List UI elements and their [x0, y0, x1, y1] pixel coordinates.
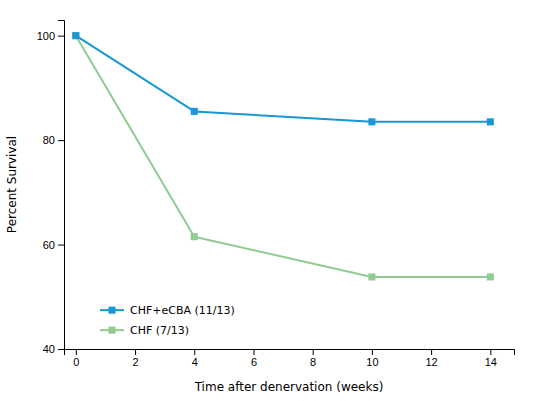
tick-label: 12 [425, 356, 437, 368]
marks [72, 32, 494, 280]
tick: 40 [43, 343, 64, 355]
tick: 10 [366, 349, 378, 368]
tick-label: 10 [366, 356, 378, 368]
point [487, 118, 494, 125]
series-line [76, 36, 490, 277]
tick-label: 40 [43, 343, 55, 355]
point [191, 233, 198, 240]
legend-marker [108, 307, 115, 314]
tick-label: 0 [73, 356, 79, 368]
tick-label: 2 [132, 356, 138, 368]
tick: 4 [192, 349, 198, 368]
tick: 12 [425, 349, 437, 368]
point [487, 273, 494, 280]
tick: 14 [485, 349, 497, 368]
tick-label: 6 [251, 356, 257, 368]
x-axis: 0 2 4 6 8 10 12 14 [65, 349, 515, 368]
plot-area: 0 2 4 6 8 10 12 14 40 60 80 100 CHF+eCBA (11/13) CHF … [37, 21, 515, 368]
tick-mark [58, 36, 64, 37]
legend-label: CHF+eCBA (11/13) [130, 304, 235, 317]
tick-label: 80 [43, 134, 55, 146]
point [368, 273, 375, 280]
tick-label: 14 [485, 356, 497, 368]
tick-label: 4 [192, 356, 198, 368]
tick: 0 [73, 349, 79, 368]
tick-mark [253, 349, 254, 355]
tick-mark [76, 349, 77, 355]
legend-item: CHF+eCBA (11/13) [100, 304, 235, 317]
tick-mark [58, 349, 64, 350]
legend-item: CHF (7/13) [100, 324, 189, 337]
tick: 80 [43, 134, 64, 146]
series [72, 32, 494, 125]
tick-mark [58, 245, 64, 246]
y-axis-title: Percent Survival [5, 136, 19, 233]
point [191, 108, 198, 115]
legend-marker [108, 327, 115, 334]
tick: 2 [132, 349, 138, 368]
series-line [76, 36, 490, 122]
tick-mark [372, 349, 373, 355]
tick-mark [194, 349, 195, 355]
y-axis: 40 60 80 100 [37, 21, 65, 356]
legend: CHF+eCBA (11/13) CHF (7/13) [100, 304, 235, 337]
axis-line [65, 350, 515, 356]
legend-label: CHF (7/13) [130, 324, 189, 337]
tick: 8 [310, 349, 316, 368]
tick-mark [135, 349, 136, 355]
tick: 100 [37, 30, 64, 42]
point [72, 32, 79, 39]
tick-label: 8 [310, 356, 316, 368]
tick-label: 60 [43, 239, 55, 251]
tick-label: 100 [37, 30, 55, 42]
tick-mark [313, 349, 314, 355]
tick: 60 [43, 239, 64, 251]
tick-mark [431, 349, 432, 355]
chart: 0 2 4 6 8 10 12 14 40 60 80 100 CHF+eCBA (11/13) CHF … [0, 0, 538, 401]
series [72, 32, 494, 280]
x-axis-title: Time after denervation (weeks) [194, 380, 384, 394]
tick-mark [490, 349, 491, 355]
axis-line [58, 21, 65, 350]
tick: 6 [251, 349, 257, 368]
point [72, 32, 79, 39]
tick-mark [58, 140, 64, 141]
point [368, 118, 375, 125]
